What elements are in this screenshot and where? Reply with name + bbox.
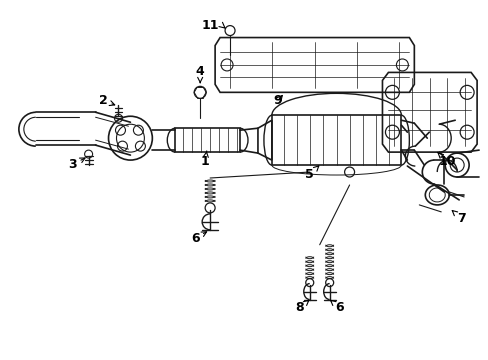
Text: 10: 10: [437, 152, 455, 168]
Text: 6: 6: [330, 300, 343, 315]
Text: 8: 8: [295, 300, 308, 315]
Text: 5: 5: [305, 166, 318, 181]
Text: 1: 1: [201, 151, 209, 168]
Text: 2: 2: [99, 94, 115, 107]
Text: 6: 6: [190, 232, 206, 245]
Text: 3: 3: [68, 158, 85, 171]
Text: 7: 7: [451, 211, 465, 225]
Bar: [175, 128, 240, 152]
Bar: [271, 115, 401, 165]
Text: 11: 11: [201, 19, 219, 32]
Text: 4: 4: [195, 66, 204, 83]
Text: 9: 9: [273, 94, 282, 107]
